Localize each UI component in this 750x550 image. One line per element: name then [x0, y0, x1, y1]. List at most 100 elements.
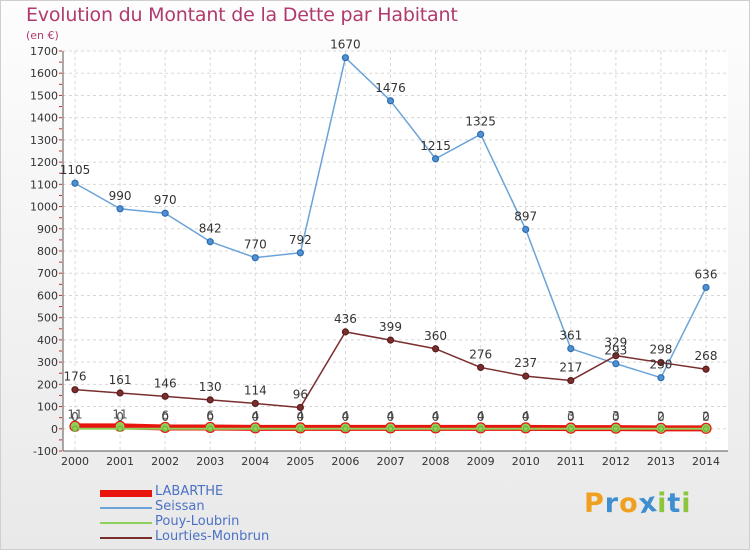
data-point-seissan — [477, 130, 485, 138]
x-tick-label: 2001 — [106, 455, 134, 468]
y-tick-label: 800 — [37, 245, 58, 258]
data-point-lourties-monbrun — [206, 396, 214, 404]
data-point-pouy-loubrin — [477, 425, 484, 432]
data-point-lourties-monbrun — [161, 392, 169, 400]
logo-letter: i — [657, 488, 668, 519]
data-label-seissan: 990 — [109, 189, 132, 203]
logo-letter: t — [667, 488, 682, 519]
logo-letter: P — [584, 488, 605, 519]
data-point-pouy-loubrin — [297, 425, 304, 432]
x-tick-label: 2007 — [377, 455, 405, 468]
data-label-labarthe: 6 — [161, 408, 169, 422]
logo-letter: r — [604, 488, 620, 519]
data-label-seissan: 970 — [154, 193, 177, 207]
data-label-pouy-loubrin: 0 — [161, 410, 169, 424]
data-point-lourties-monbrun — [296, 403, 304, 412]
data-label-labarthe: 3 — [567, 409, 575, 423]
data-point-seissan — [386, 97, 395, 105]
data-label-lourties-monbrun: 114 — [244, 383, 267, 397]
x-tick-label: 2008 — [422, 455, 450, 468]
data-label-pouy-loubrin: 0 — [567, 410, 575, 424]
y-tick-label: 1700 — [30, 45, 58, 58]
y-tick-label: 1400 — [30, 112, 58, 125]
data-label-labarthe: 4 — [297, 409, 305, 423]
proxiti-logo: Proxiti — [584, 486, 692, 521]
x-tick-label: 2010 — [512, 455, 540, 468]
data-point-pouy-loubrin — [116, 425, 124, 432]
data-point-seissan — [431, 155, 440, 163]
data-label-labarthe: 4 — [342, 409, 350, 423]
data-label-seissan: 636 — [695, 267, 718, 281]
data-point-seissan — [71, 179, 79, 187]
x-tick-label: 2000 — [61, 455, 89, 468]
legend-swatch-lourties-monbrun — [100, 537, 152, 539]
data-label-labarthe: 2 — [657, 409, 665, 423]
data-label-lourties-monbrun: 96 — [293, 387, 308, 401]
legend-label-seissan: Seissan — [155, 499, 205, 514]
x-tick-label: 2005 — [286, 455, 314, 468]
data-point-seissan — [522, 225, 530, 234]
data-point-seissan — [161, 209, 169, 217]
data-label-lourties-monbrun: 176 — [64, 370, 87, 384]
y-tick-label: 1100 — [30, 178, 58, 191]
legend-swatch-pouy-loubrin — [100, 522, 152, 524]
legend-swatch-labarthe — [100, 489, 152, 497]
data-label-labarthe: 4 — [387, 409, 395, 423]
data-label-pouy-loubrin: 0 — [657, 410, 665, 424]
data-label-lourties-monbrun: 161 — [109, 373, 132, 387]
x-tick-label: 2004 — [241, 455, 269, 468]
data-label-lourties-monbrun: 399 — [379, 320, 402, 334]
x-tick-label: 2014 — [692, 455, 720, 468]
y-tick-label: -100 — [33, 445, 58, 458]
data-label-pouy-loubrin: 0 — [71, 410, 79, 424]
data-label-labarthe: 4 — [477, 409, 485, 423]
data-label-seissan: 361 — [559, 329, 582, 343]
logo-letter: o — [619, 488, 639, 519]
data-label-lourties-monbrun: 217 — [559, 361, 582, 375]
data-label-seissan: 1670 — [330, 38, 361, 52]
data-label-seissan: 293 — [604, 344, 627, 358]
data-label-seissan: 1325 — [465, 114, 496, 128]
data-label-labarthe: 2 — [702, 409, 710, 423]
legend-label-lourties-monbrun: Lourties-Monbrun — [155, 529, 270, 544]
data-label-pouy-loubrin: 0 — [522, 410, 530, 424]
y-tick-label: 400 — [37, 334, 58, 347]
data-point-lourties-monbrun — [657, 358, 665, 367]
data-label-seissan: 842 — [199, 222, 222, 236]
x-tick-label: 2011 — [557, 455, 585, 468]
data-label-seissan: 1105 — [60, 163, 91, 177]
logo-letter: i — [681, 488, 692, 519]
data-point-seissan — [206, 238, 214, 246]
data-point-pouy-loubrin — [162, 425, 169, 432]
chart-subtitle: (en €) — [26, 29, 59, 42]
data-point-seissan — [612, 360, 620, 368]
y-tick-label: 100 — [37, 401, 58, 414]
data-point-lourties-monbrun — [341, 328, 350, 336]
data-point-pouy-loubrin — [207, 425, 214, 432]
data-point-pouy-loubrin — [612, 425, 619, 432]
legend-swatch-seissan — [100, 507, 152, 509]
y-tick-label: 900 — [37, 223, 58, 236]
logo-letter: x — [636, 486, 660, 521]
data-point-lourties-monbrun — [522, 372, 530, 380]
data-point-lourties-monbrun — [477, 363, 485, 372]
y-tick-label: 1300 — [30, 134, 58, 147]
data-point-seissan — [296, 249, 304, 257]
data-point-lourties-monbrun — [431, 345, 440, 353]
data-label-lourties-monbrun: 298 — [649, 343, 672, 357]
x-tick-label: 2009 — [467, 455, 495, 468]
data-label-seissan: 770 — [244, 238, 267, 252]
data-point-seissan — [341, 54, 350, 62]
data-label-lourties-monbrun: 276 — [469, 347, 492, 361]
data-label-lourties-monbrun: 146 — [154, 376, 177, 390]
x-tick-label: 2012 — [602, 455, 630, 468]
data-point-pouy-loubrin — [702, 425, 710, 432]
data-point-pouy-loubrin — [657, 425, 665, 432]
data-label-seissan: 1215 — [420, 139, 451, 153]
data-label-pouy-loubrin: 0 — [342, 410, 350, 424]
data-label-pouy-loubrin: 0 — [702, 410, 710, 424]
data-point-lourties-monbrun — [116, 389, 124, 397]
data-label-lourties-monbrun: 237 — [514, 356, 537, 370]
y-tick-label: 0 — [51, 423, 58, 436]
